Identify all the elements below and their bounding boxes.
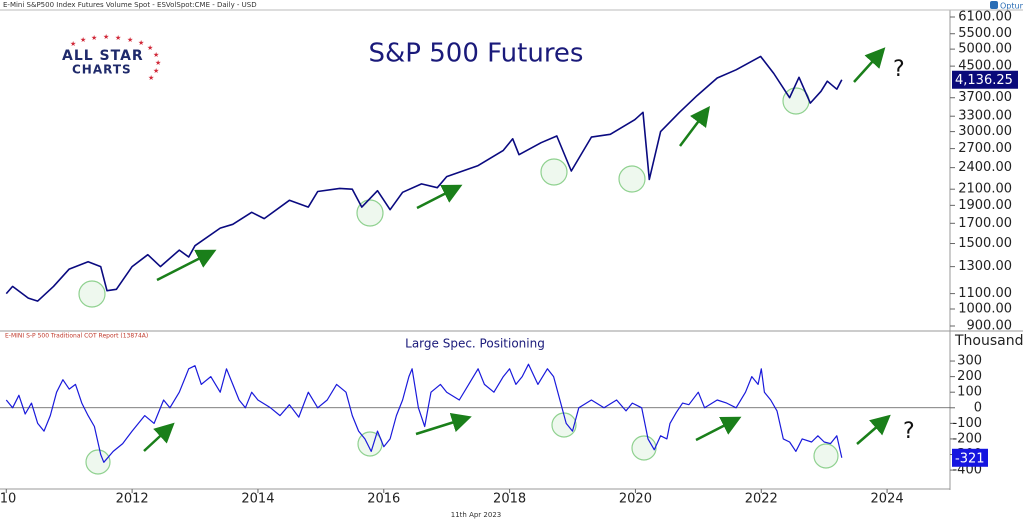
y-tick-label: 3000.00 — [958, 124, 1012, 139]
svg-text:★: ★ — [70, 40, 76, 48]
logo-text: ALL STAR — [62, 48, 144, 64]
annotation: ? — [903, 419, 915, 444]
y-tick-label: 1700.00 — [958, 216, 1012, 231]
y-tick-label: 2400.00 — [958, 160, 1012, 175]
svg-text:★: ★ — [80, 36, 86, 44]
y-tick-label: -200 — [952, 431, 982, 446]
x-tick-label: 2018 — [493, 492, 526, 507]
svg-text:★: ★ — [155, 59, 161, 67]
x-tick-label: 2016 — [367, 492, 400, 507]
y-tick-label: 2700.00 — [958, 141, 1012, 156]
current-value-box — [952, 70, 1018, 89]
price-line — [5, 55, 843, 302]
x-tick-label: 2024 — [871, 492, 904, 507]
y-tick-label: 300 — [957, 354, 982, 369]
highlight-circles — [78, 87, 839, 475]
x-tick-label: 2012 — [116, 492, 149, 507]
x-tick-label: 2020 — [619, 492, 652, 507]
y-tick-label: -100 — [952, 416, 982, 431]
header: E-Mini S&P500 Index Futures Volume Spot … — [3, 1, 257, 9]
y-tick-label: 1500.00 — [958, 236, 1012, 251]
x-tick-label: 2014 — [241, 492, 274, 507]
y-tick-label: 2100.00 — [958, 182, 1012, 197]
y-tick-label: 5500.00 — [958, 26, 1012, 41]
brand-icon — [990, 1, 998, 9]
x-tick-label: 2022 — [745, 492, 778, 507]
svg-text:★: ★ — [91, 34, 97, 42]
current-value-label: 4,136.25 — [955, 73, 1013, 88]
x-tick-label: 10 — [0, 492, 16, 507]
y-tick-label: 5000.00 — [958, 42, 1012, 57]
y-tick-label: 3300.00 — [958, 109, 1012, 124]
logo: ★ ★ ★ ★ ★ ★ ★★★★★★ ALL STAR CHARTS — [62, 33, 161, 82]
svg-text:★: ★ — [138, 39, 144, 47]
y-axis-label: Thousands — [954, 333, 1023, 349]
chart-title: S&P 500 Futures — [369, 39, 584, 69]
svg-text:★: ★ — [115, 34, 121, 42]
y-tick-label: 6100.00 — [958, 10, 1012, 25]
svg-text:★: ★ — [153, 67, 159, 75]
footer: 11th Apr 2023 — [451, 511, 501, 519]
chart-title: Large Spec. Positioning — [405, 337, 545, 351]
svg-text:★: ★ — [147, 44, 153, 52]
current-value-label: -321 — [955, 451, 985, 466]
y-tick-label: 1100.00 — [958, 286, 1012, 301]
y-tick-label: 200 — [957, 369, 982, 384]
current-value-box — [952, 448, 988, 467]
price-line — [5, 363, 843, 463]
y-tick-label: 1900.00 — [958, 198, 1012, 213]
y-tick-label: 0 — [974, 400, 982, 415]
svg-text:★: ★ — [127, 36, 133, 44]
svg-text:★: ★ — [148, 74, 154, 82]
brand: Optuma — [1000, 2, 1023, 11]
svg-text:★: ★ — [153, 51, 159, 59]
y-tick-label: 4500.00 — [958, 59, 1012, 74]
chart-subtitle: E-MINI S-P 500 Traditional COT Report (1… — [5, 333, 148, 340]
svg-text:★: ★ — [103, 33, 109, 41]
annotation: ? — [893, 57, 905, 82]
y-tick-label: 900.00 — [967, 319, 1013, 334]
trend-arrows — [143, 47, 891, 452]
y-tick-label: 3700.00 — [958, 90, 1012, 105]
y-tick-label: 100 — [957, 385, 982, 400]
y-tick-label: 1300.00 — [958, 259, 1012, 274]
logo-text: CHARTS — [72, 63, 132, 77]
y-tick-label: 1000.00 — [958, 301, 1012, 316]
